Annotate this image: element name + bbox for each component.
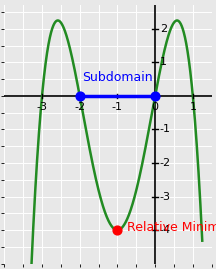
Text: -1: -1 [112, 102, 123, 112]
Text: -3: -3 [160, 192, 171, 201]
Text: 2: 2 [160, 24, 167, 34]
Text: -1: -1 [160, 125, 171, 134]
Point [153, 94, 157, 98]
Text: -2: -2 [160, 158, 171, 168]
Text: 1: 1 [160, 57, 167, 68]
Text: -2: -2 [74, 102, 85, 112]
Point [116, 228, 119, 232]
Text: Subdomain: Subdomain [83, 71, 153, 84]
Text: Relative Minimum: Relative Minimum [127, 221, 216, 234]
Text: 1: 1 [189, 102, 196, 112]
Text: -3: -3 [37, 102, 48, 112]
Point [78, 94, 81, 98]
Text: 0: 0 [152, 102, 159, 112]
Text: -4: -4 [160, 225, 171, 235]
